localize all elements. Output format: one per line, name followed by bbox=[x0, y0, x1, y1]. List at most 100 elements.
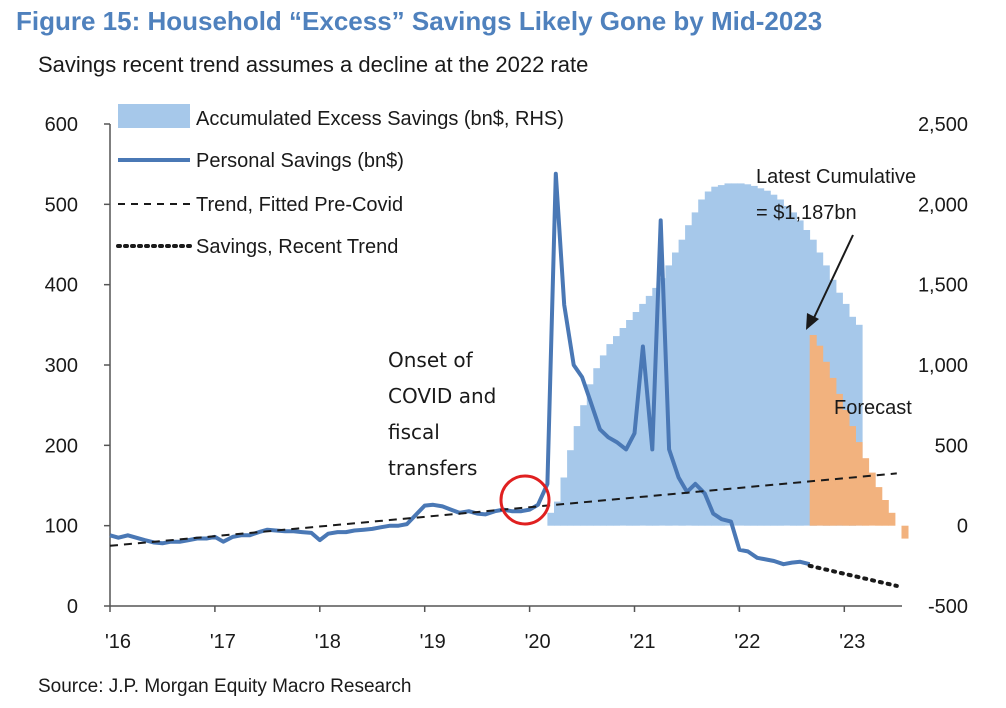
annotation-onset-2: COVID and bbox=[388, 384, 496, 408]
excess-savings-bar bbox=[717, 185, 725, 526]
y-right-tick-label: 500 bbox=[935, 435, 968, 457]
excess-savings-bar bbox=[567, 450, 575, 526]
excess-savings-bar bbox=[672, 252, 679, 526]
recent-trend-line bbox=[807, 563, 899, 588]
chart-source: Source: J.P. Morgan Equity Macro Researc… bbox=[38, 676, 412, 697]
excess-savings-bar bbox=[639, 303, 647, 526]
annotation-latest-1: Latest Cumulative bbox=[756, 166, 916, 188]
x-tick-label: '23 bbox=[839, 631, 865, 653]
excess-savings-bar bbox=[547, 512, 555, 526]
x-tick-label: '17 bbox=[210, 631, 236, 653]
forecast-bar bbox=[842, 410, 850, 526]
forecast-bar bbox=[849, 426, 856, 526]
excess-savings-bar bbox=[776, 199, 784, 526]
forecast-bar bbox=[888, 512, 896, 526]
annotation-onset-4: transfers bbox=[388, 456, 477, 480]
latest-arrow-head bbox=[806, 313, 819, 330]
forecast-bar bbox=[809, 335, 817, 526]
covid-onset-circle bbox=[499, 474, 551, 526]
y-right-tick-label: -500 bbox=[928, 596, 968, 618]
excess-savings-bar bbox=[560, 477, 568, 526]
excess-savings-bar bbox=[586, 384, 594, 526]
y-left-tick-label: 100 bbox=[45, 516, 78, 538]
x-tick-label: '16 bbox=[105, 631, 131, 653]
ticks-layer: 0 100 200 300 400 500 600 -500 0 500 1,000 1,500 2,0… bbox=[45, 114, 968, 653]
excess-savings-bar bbox=[737, 183, 745, 526]
latest-arrow-line bbox=[811, 234, 854, 323]
excess-savings-bar bbox=[691, 212, 699, 526]
y-left-tick-label: 0 bbox=[67, 596, 78, 618]
legend: Accumulated Excess Savings (bn$, RHS) Pe… bbox=[116, 104, 564, 258]
annotation-forecast: Forecast bbox=[834, 397, 912, 419]
x-tick-label: '21 bbox=[629, 631, 655, 653]
excess-savings-bar bbox=[724, 183, 732, 526]
excess-savings-bar bbox=[593, 368, 601, 526]
y-right-tick-label: 2,000 bbox=[918, 194, 968, 216]
excess-savings-bar bbox=[704, 191, 712, 526]
forecast-bar bbox=[868, 472, 876, 526]
y-right-tick-label: 1,500 bbox=[918, 275, 968, 297]
excess-savings-bar bbox=[573, 426, 581, 526]
excess-savings-bar bbox=[698, 199, 706, 526]
annotation-onset-1: Onset of bbox=[388, 348, 474, 372]
excess-savings-bar bbox=[580, 405, 588, 526]
x-tick-label: '19 bbox=[420, 631, 446, 653]
forecast-bar bbox=[875, 487, 883, 526]
excess-savings-bar bbox=[803, 230, 811, 526]
legend-label-recent: Savings, Recent Trend bbox=[196, 236, 398, 258]
axes-layer bbox=[104, 123, 902, 612]
x-tick-label: '22 bbox=[734, 631, 760, 653]
y-right-tick-label: 1,000 bbox=[918, 355, 968, 377]
forecast-bar bbox=[829, 377, 837, 526]
x-tick-label: '18 bbox=[315, 631, 341, 653]
annotation-onset-3: fiscal bbox=[388, 420, 440, 444]
y-left-tick-label: 500 bbox=[45, 194, 78, 216]
legend-label-excess: Accumulated Excess Savings (bn$, RHS) bbox=[196, 108, 564, 130]
excess-savings-bar bbox=[757, 188, 765, 526]
excess-savings-bar bbox=[678, 239, 686, 526]
legend-swatch-excess bbox=[118, 104, 190, 128]
annotations: Onset of COVID and fiscal transfers Late… bbox=[388, 166, 916, 526]
y-left-tick-label: 300 bbox=[45, 355, 78, 377]
excess-savings-bar bbox=[711, 186, 719, 526]
personal-savings-line bbox=[109, 171, 811, 567]
y-left-tick-label: 200 bbox=[45, 435, 78, 457]
forecast-bar bbox=[901, 525, 909, 539]
excess-savings-bar bbox=[763, 190, 771, 526]
excess-savings-bar bbox=[626, 320, 634, 526]
forecast-bar bbox=[816, 345, 824, 526]
chart-subtitle: Savings recent trend assumes a decline a… bbox=[38, 52, 589, 77]
forecast-bar bbox=[855, 442, 863, 526]
excess-savings-bar bbox=[750, 185, 758, 526]
legend-label-personal: Personal Savings (bn$) bbox=[196, 150, 404, 172]
excess-savings-bar bbox=[554, 501, 561, 526]
excess-savings-bar bbox=[606, 344, 614, 526]
bars-layer bbox=[547, 183, 909, 539]
excess-savings-bar bbox=[599, 355, 607, 526]
excess-savings-bar bbox=[849, 316, 856, 526]
excess-savings-bar bbox=[855, 324, 863, 526]
excess-savings-bar bbox=[770, 194, 778, 526]
y-right-tick-label: 2,500 bbox=[918, 114, 968, 136]
y-left-tick-label: 600 bbox=[45, 114, 78, 136]
excess-savings-bar bbox=[783, 205, 791, 526]
y-left-tick-label: 400 bbox=[45, 275, 78, 297]
excess-savings-bar bbox=[796, 220, 804, 526]
excess-savings-bar bbox=[731, 183, 738, 526]
forecast-bar bbox=[835, 393, 843, 526]
y-right-tick-label: 0 bbox=[957, 516, 968, 538]
x-tick-label: '20 bbox=[525, 631, 551, 653]
forecast-bar bbox=[881, 500, 889, 526]
chart-title: Figure 15: Household “Excess” Savings Li… bbox=[16, 6, 823, 36]
legend-label-trend: Trend, Fitted Pre-Covid bbox=[196, 194, 403, 216]
excess-savings-bar bbox=[744, 184, 752, 526]
forecast-bar bbox=[822, 361, 830, 526]
excess-savings-bar bbox=[619, 328, 627, 526]
annotation-latest-2: = $1,187bn bbox=[756, 202, 857, 224]
excess-savings-bar bbox=[685, 225, 693, 526]
excess-savings-bar bbox=[613, 336, 620, 526]
excess-savings-bar bbox=[790, 212, 797, 526]
forecast-bar bbox=[862, 458, 870, 526]
excess-savings-bar bbox=[658, 278, 666, 526]
